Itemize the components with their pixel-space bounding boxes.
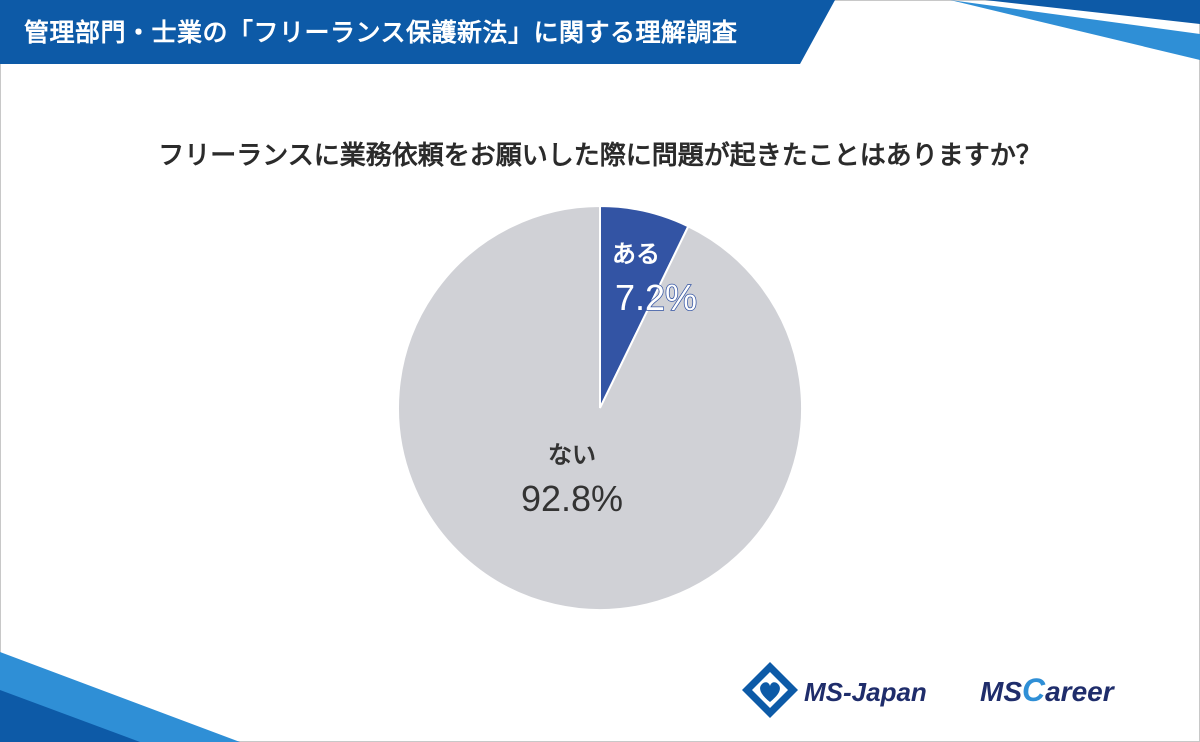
top-right-stripe-dark — [985, 0, 1200, 24]
slice-value-aru: 7.2% — [615, 277, 697, 318]
bottom-left-stripe-dark — [0, 690, 140, 742]
ms-japan-logo-icon — [742, 662, 798, 718]
ms-career-c: C — [1022, 672, 1046, 708]
ms-career-ms: MS — [980, 676, 1022, 707]
slice-value-nai: 92.8% — [521, 478, 623, 519]
top-right-stripe-light — [950, 0, 1200, 60]
slice-label-nai: ない — [548, 441, 596, 469]
slice-label-aru: ある — [612, 240, 660, 268]
header-title: 管理部門・士業の「フリーランス保護新法」に関する理解調査 — [24, 18, 738, 47]
header-bar — [0, 0, 835, 64]
pie-slice-nai — [397, 204, 803, 611]
ms-japan-logo: MS-Japan — [804, 677, 927, 707]
brand-logos: MS-Japan MSCareer — [742, 662, 1116, 718]
chart-question: フリーランスに業務依頼をお願いした際に問題が起きたことはありますか？ — [158, 141, 1042, 171]
ms-career-logo: MSCareer — [980, 672, 1116, 708]
ms-career-rest: areer — [1045, 676, 1116, 707]
